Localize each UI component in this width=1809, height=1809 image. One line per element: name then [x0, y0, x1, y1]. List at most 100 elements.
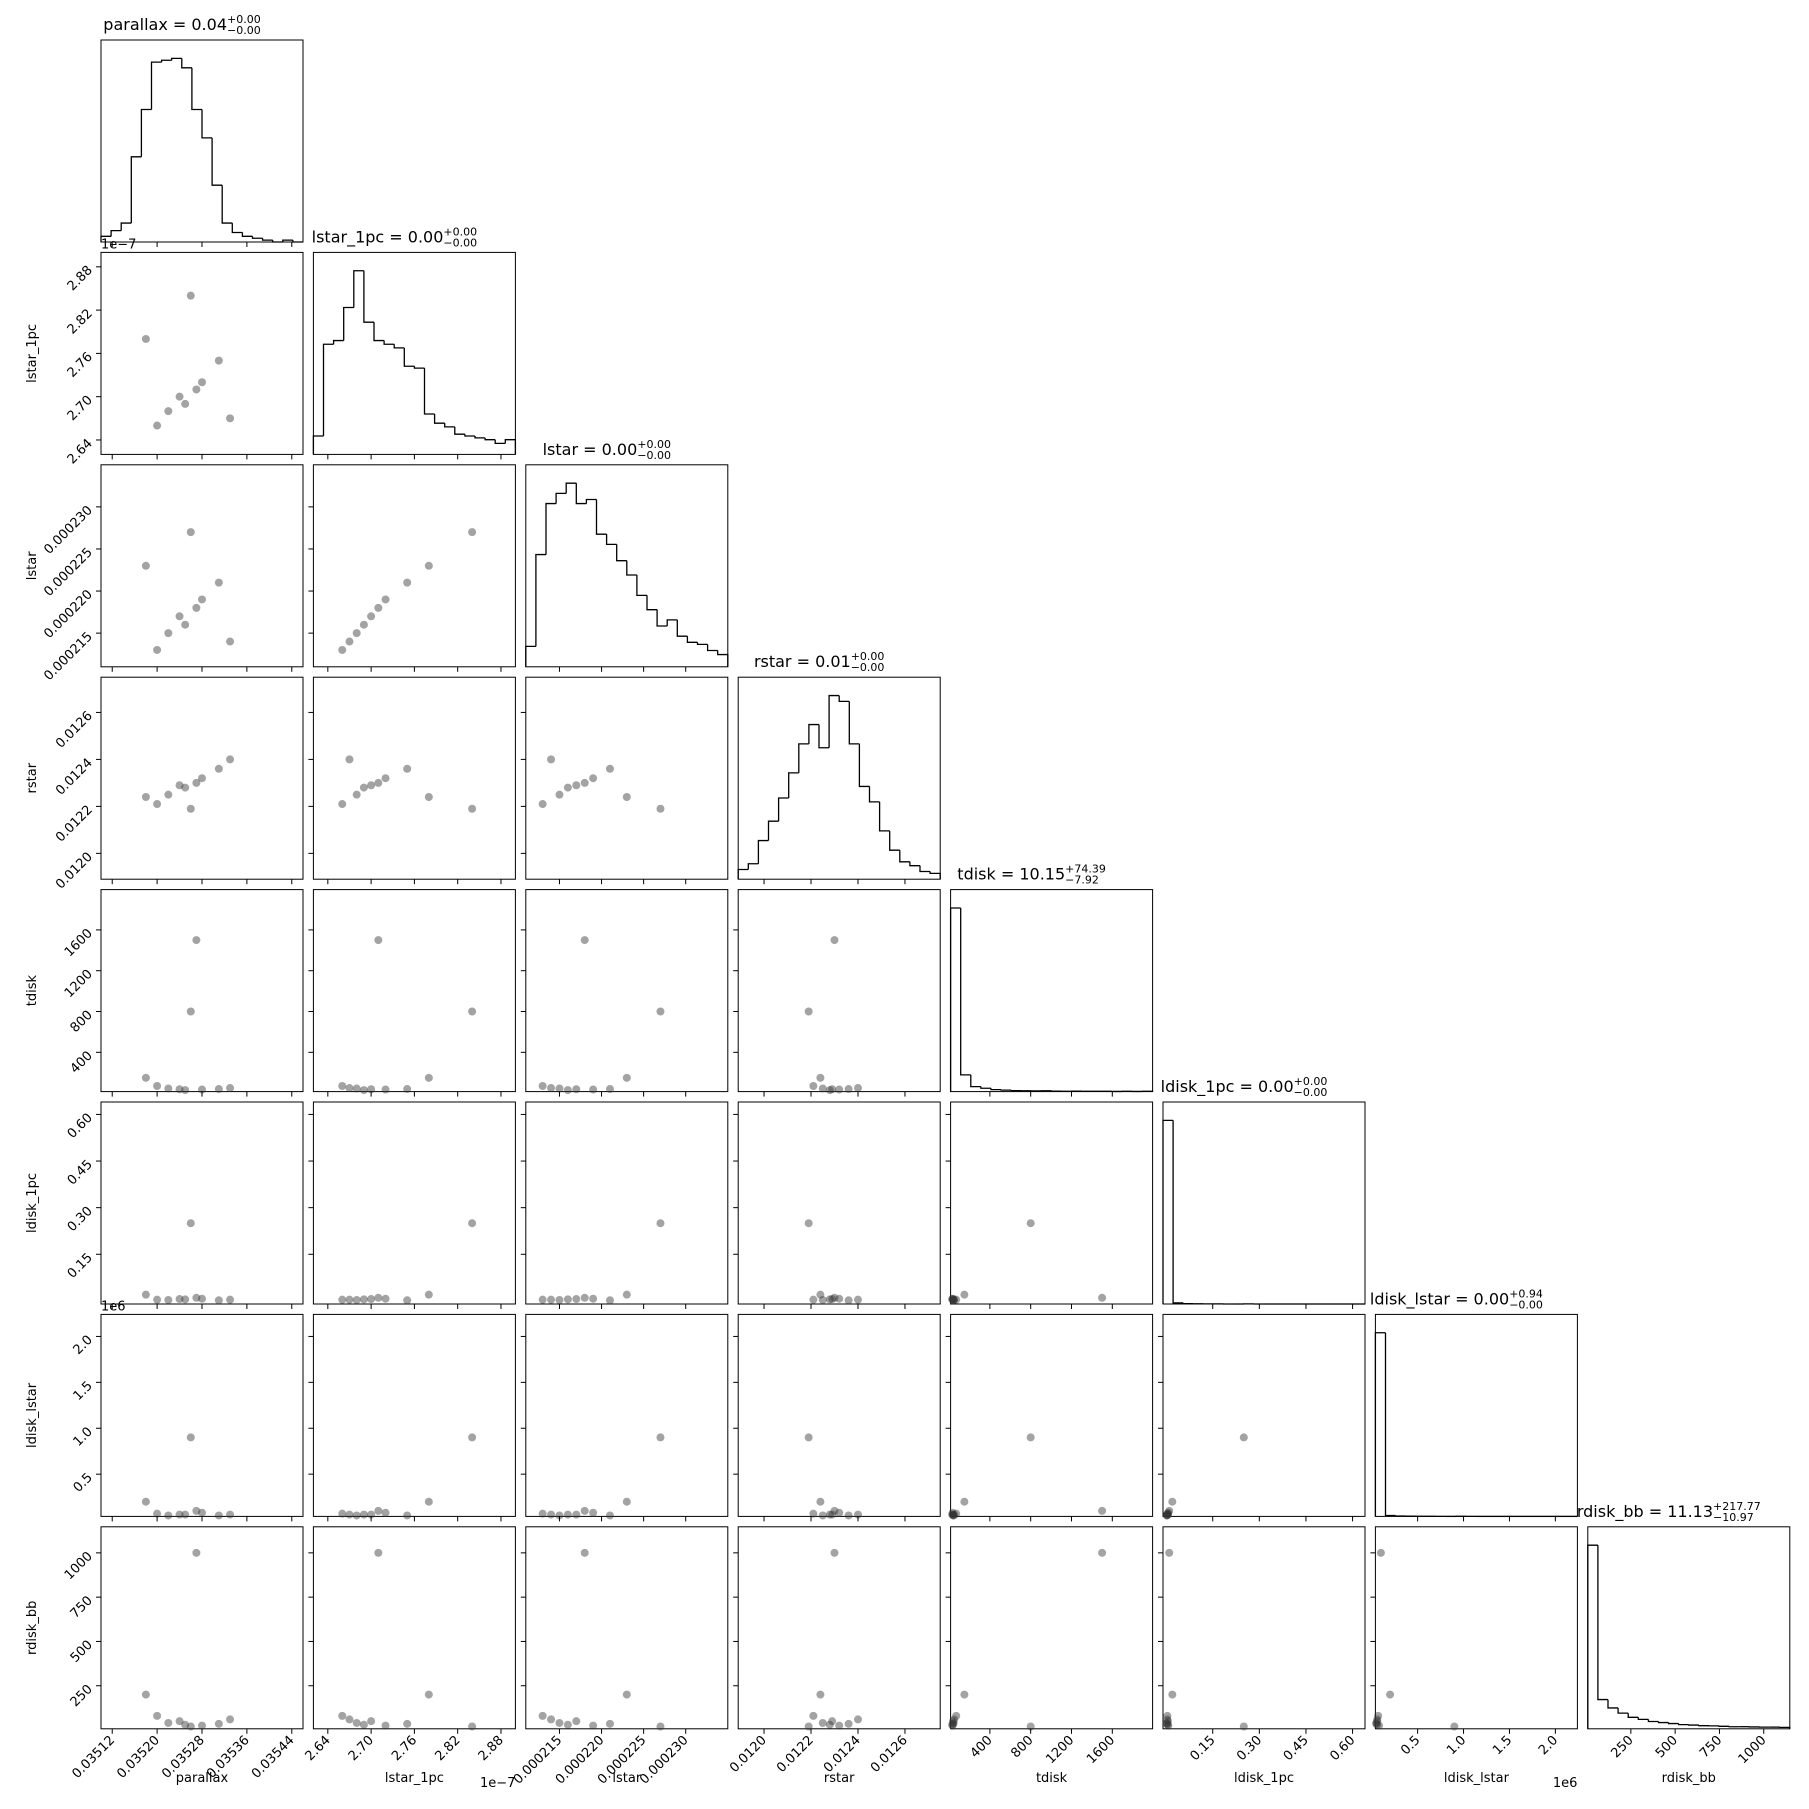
histogram-bar: [818, 724, 830, 749]
sample-point: [949, 1295, 958, 1304]
sample-point: [563, 1510, 572, 1519]
histogram-bar: [555, 492, 567, 504]
sample-point: [804, 1433, 813, 1442]
histogram-bar: [1597, 1545, 1608, 1701]
histogram-bar: [120, 222, 132, 231]
sample-point: [192, 1506, 201, 1515]
histogram-bar: [1657, 1721, 1669, 1724]
sample-point: [825, 1510, 834, 1519]
sample-point: [367, 781, 376, 790]
x-tick-label: 0.15: [1187, 1733, 1218, 1764]
histogram-bar: [130, 156, 142, 224]
histogram-bar: [211, 137, 223, 186]
sample-point: [853, 1510, 862, 1519]
sample-point: [1376, 1548, 1385, 1557]
sample-point: [226, 414, 235, 423]
sample-point: [198, 1721, 206, 1730]
histogram-bar: [646, 595, 658, 611]
histogram-bar: [261, 238, 273, 241]
title-plus: +74.39: [1065, 863, 1106, 876]
sample-point: [830, 1506, 839, 1515]
title-plus: +0.94: [1509, 1287, 1543, 1300]
sample-point: [580, 778, 589, 787]
panel-frame: [737, 1313, 941, 1517]
sample-point: [345, 1084, 354, 1093]
sample-point: [367, 1085, 376, 1094]
sample-point: [359, 620, 368, 629]
x-axis-label: lstar_1pc: [385, 1771, 444, 1786]
y-tick-label: 400: [68, 1049, 96, 1077]
sample-point: [1164, 1508, 1173, 1517]
sample-point: [804, 1722, 813, 1731]
sample-point: [352, 1295, 361, 1304]
sample-point: [181, 399, 190, 408]
histogram-bar: [848, 701, 860, 745]
x-tick-label: 750: [1697, 1733, 1725, 1761]
title-main: lstar = 0.00: [543, 440, 638, 459]
sample-point: [192, 778, 201, 787]
histogram-bar: [616, 544, 627, 562]
sample-point: [345, 1295, 354, 1304]
sample-point: [818, 1511, 827, 1520]
sample-point: [338, 1081, 347, 1090]
panel-frame: [100, 1101, 304, 1305]
y-offset-label: 1e6: [101, 1299, 126, 1314]
histogram-bar: [110, 229, 122, 237]
histogram-bar: [383, 340, 395, 345]
sample-point: [572, 1510, 581, 1519]
histogram-bar: [171, 57, 182, 61]
sample-point: [198, 1508, 206, 1517]
histogram-bar: [605, 534, 617, 546]
sample-point: [844, 1296, 853, 1305]
sample-point: [547, 755, 556, 764]
y-tick-label: 1600: [62, 926, 96, 960]
histogram-bar: [251, 236, 263, 239]
sample-point: [381, 1508, 390, 1517]
x-tick-label: 0.03536: [204, 1733, 253, 1782]
sample-point: [345, 1510, 354, 1519]
histogram-bar: [363, 270, 374, 323]
sample-point: [338, 645, 347, 654]
sample-point: [424, 561, 433, 570]
sample-point: [563, 1086, 572, 1095]
sample-point: [572, 1717, 581, 1726]
histogram-bar: [1617, 1707, 1629, 1714]
sample-point: [338, 1509, 347, 1518]
panel-title: ldisk_1pc = 0.00+0.00 −0.00: [1161, 1075, 1328, 1099]
sample-point: [141, 561, 150, 570]
sample-point: [1168, 1497, 1177, 1506]
panel-frame: [950, 1526, 1154, 1730]
x-tick-label: 1.0: [1444, 1733, 1469, 1758]
panel-frame: [525, 1526, 729, 1730]
sample-point: [816, 1290, 825, 1299]
sample-point: [175, 1295, 184, 1304]
histogram-bar: [140, 108, 152, 157]
sample-point: [1163, 1510, 1172, 1519]
histogram-bar: [878, 801, 890, 832]
sample-point: [181, 1720, 190, 1729]
sample-point: [948, 1717, 957, 1726]
panel-frame: [100, 889, 304, 1093]
sample-point: [1163, 1510, 1172, 1519]
y-tick-label: 0.60: [65, 1111, 96, 1142]
y-tick-label: 0.15: [65, 1250, 96, 1281]
sample-point: [1374, 1711, 1383, 1720]
histogram-bar: [1627, 1713, 1639, 1718]
sample-point: [367, 1510, 376, 1519]
sample-point: [175, 392, 184, 401]
sample-point: [828, 1510, 837, 1519]
title-minus: −7.92: [1065, 874, 1099, 887]
sample-point: [622, 1073, 631, 1082]
histogram-bar: [1010, 1089, 1022, 1092]
sample-point: [403, 1296, 412, 1305]
panel-frame: [312, 889, 516, 1093]
sample-point: [164, 1718, 173, 1727]
histogram-bar: [433, 414, 445, 424]
x-tick-label: 1600: [1084, 1733, 1118, 1767]
sample-point: [175, 1085, 184, 1094]
y-tick-label: 0.0124: [53, 756, 96, 799]
sample-point: [816, 1073, 825, 1082]
panel-frame: [100, 464, 304, 668]
histogram-bar: [686, 636, 698, 643]
sample-point: [572, 1085, 581, 1094]
